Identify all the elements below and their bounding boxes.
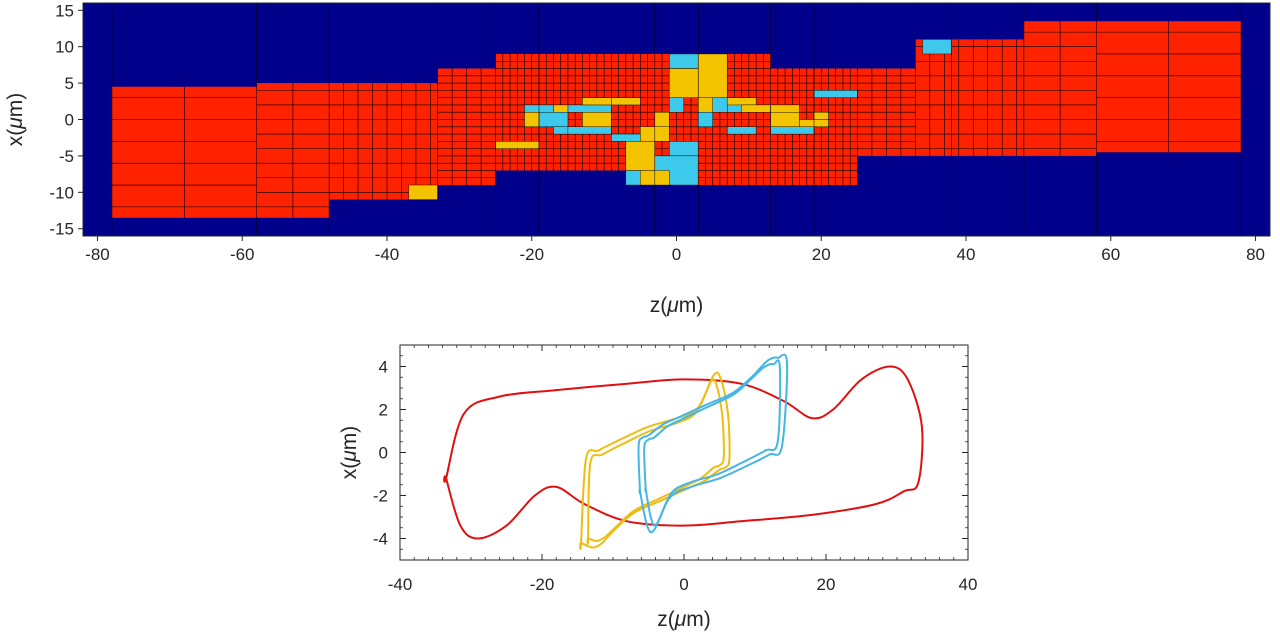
cyan-cell — [669, 53, 699, 69]
y-tick-label: 2 — [379, 401, 388, 420]
yellow-orbit-outer-curve — [579, 371, 731, 550]
yellow-cell — [669, 68, 699, 98]
yellow-cell — [726, 97, 757, 106]
bottom-y-axis-label: x(μm) — [338, 426, 361, 480]
y-tick-label: 10 — [55, 38, 74, 57]
x-tick-label: -40 — [375, 245, 400, 264]
cyan-cell — [698, 112, 713, 127]
yellow-cell — [741, 104, 771, 113]
yellow-cell — [495, 141, 540, 149]
yellow-cell — [698, 53, 728, 98]
cyan-cell — [712, 97, 728, 113]
x-tick-label: 60 — [1101, 245, 1120, 264]
x-tick-label: -80 — [85, 245, 110, 264]
cyan-cell — [669, 97, 684, 113]
y-tick-label: -2 — [373, 487, 388, 506]
cyan-cell — [611, 133, 641, 142]
y-tick-label: 15 — [55, 1, 74, 20]
bottom-chart-panel: -40 -20 0 20 40 420-2-4 z(μm) x(μm) — [338, 344, 978, 631]
y-tick-label: 0 — [379, 444, 388, 463]
yellow-orbit-inner-curve — [586, 378, 725, 545]
yellow-cell — [654, 112, 670, 127]
x-tick-label: 20 — [817, 575, 836, 594]
cyan-cell — [726, 126, 757, 135]
x-tick-label: 40 — [959, 575, 978, 594]
cyan-cell — [567, 126, 612, 135]
y-tick-label: 4 — [379, 358, 388, 377]
cyan-cell — [669, 141, 699, 157]
y-tick-label: -5 — [59, 147, 74, 166]
yellow-cell — [553, 104, 569, 113]
bottom-minor-ticks — [400, 345, 968, 560]
x-tick-label: 0 — [679, 575, 688, 594]
top-y-ticks: 15 10 5 0 -5 -10 -15 — [49, 1, 83, 239]
bottom-orbit-curves — [443, 353, 924, 550]
top-block-outlines — [111, 3, 1242, 236]
red-orbit-curve — [443, 365, 924, 540]
y-tick-label: -4 — [373, 530, 388, 549]
top-x-axis-label: z(μm) — [650, 294, 704, 317]
cyan-cell — [567, 104, 612, 113]
bottom-x-axis-label: z(μm) — [657, 608, 711, 631]
cyan-cell — [922, 39, 952, 55]
x-tick-label: -40 — [388, 575, 413, 594]
yellow-cell — [698, 97, 713, 113]
top-x-ticks: -80 -60 -40 -20 0 20 40 60 80 — [85, 236, 1265, 264]
yellow-cell — [611, 97, 641, 106]
yellow-cell — [582, 112, 612, 127]
y-tick-label: 0 — [65, 111, 74, 130]
cyan-cell — [813, 90, 858, 98]
cyan-cell — [538, 112, 569, 127]
x-tick-label: 20 — [812, 245, 831, 264]
y-tick-label: -15 — [49, 220, 74, 239]
bottom-x-ticks: -40 -20 0 20 40 — [388, 345, 978, 594]
yellow-cell — [582, 97, 612, 106]
yellow-cell — [408, 184, 438, 200]
y-tick-label: -10 — [49, 183, 74, 202]
yellow-cell — [524, 112, 540, 127]
yellow-cell — [813, 112, 829, 120]
yellow-cell — [625, 141, 655, 171]
cyan-orbit-inner-curve — [643, 359, 782, 527]
cyan-cell — [770, 126, 815, 135]
x-tick-label: 0 — [672, 245, 681, 264]
x-tick-label: 40 — [957, 245, 976, 264]
top-y-axis-label: x(μm) — [4, 93, 27, 147]
top-chart-panel: -80 -60 -40 -20 0 20 40 60 80 15 10 5 0 -5 -10 -15 z(μ… — [4, 1, 1271, 317]
y-tick-label: 5 — [65, 74, 74, 93]
x-tick-label: 80 — [1246, 245, 1265, 264]
red-region-column — [915, 39, 1024, 156]
x-tick-label: -20 — [530, 575, 555, 594]
bottom-plot-background — [400, 345, 968, 560]
x-tick-label: -20 — [519, 245, 544, 264]
yellow-cell — [770, 112, 800, 127]
yellow-cell — [770, 104, 800, 113]
bottom-y-ticks: 4 2 0 -2 -4 — [373, 358, 968, 549]
red-region-column — [329, 83, 438, 200]
x-tick-label: -60 — [230, 245, 255, 264]
